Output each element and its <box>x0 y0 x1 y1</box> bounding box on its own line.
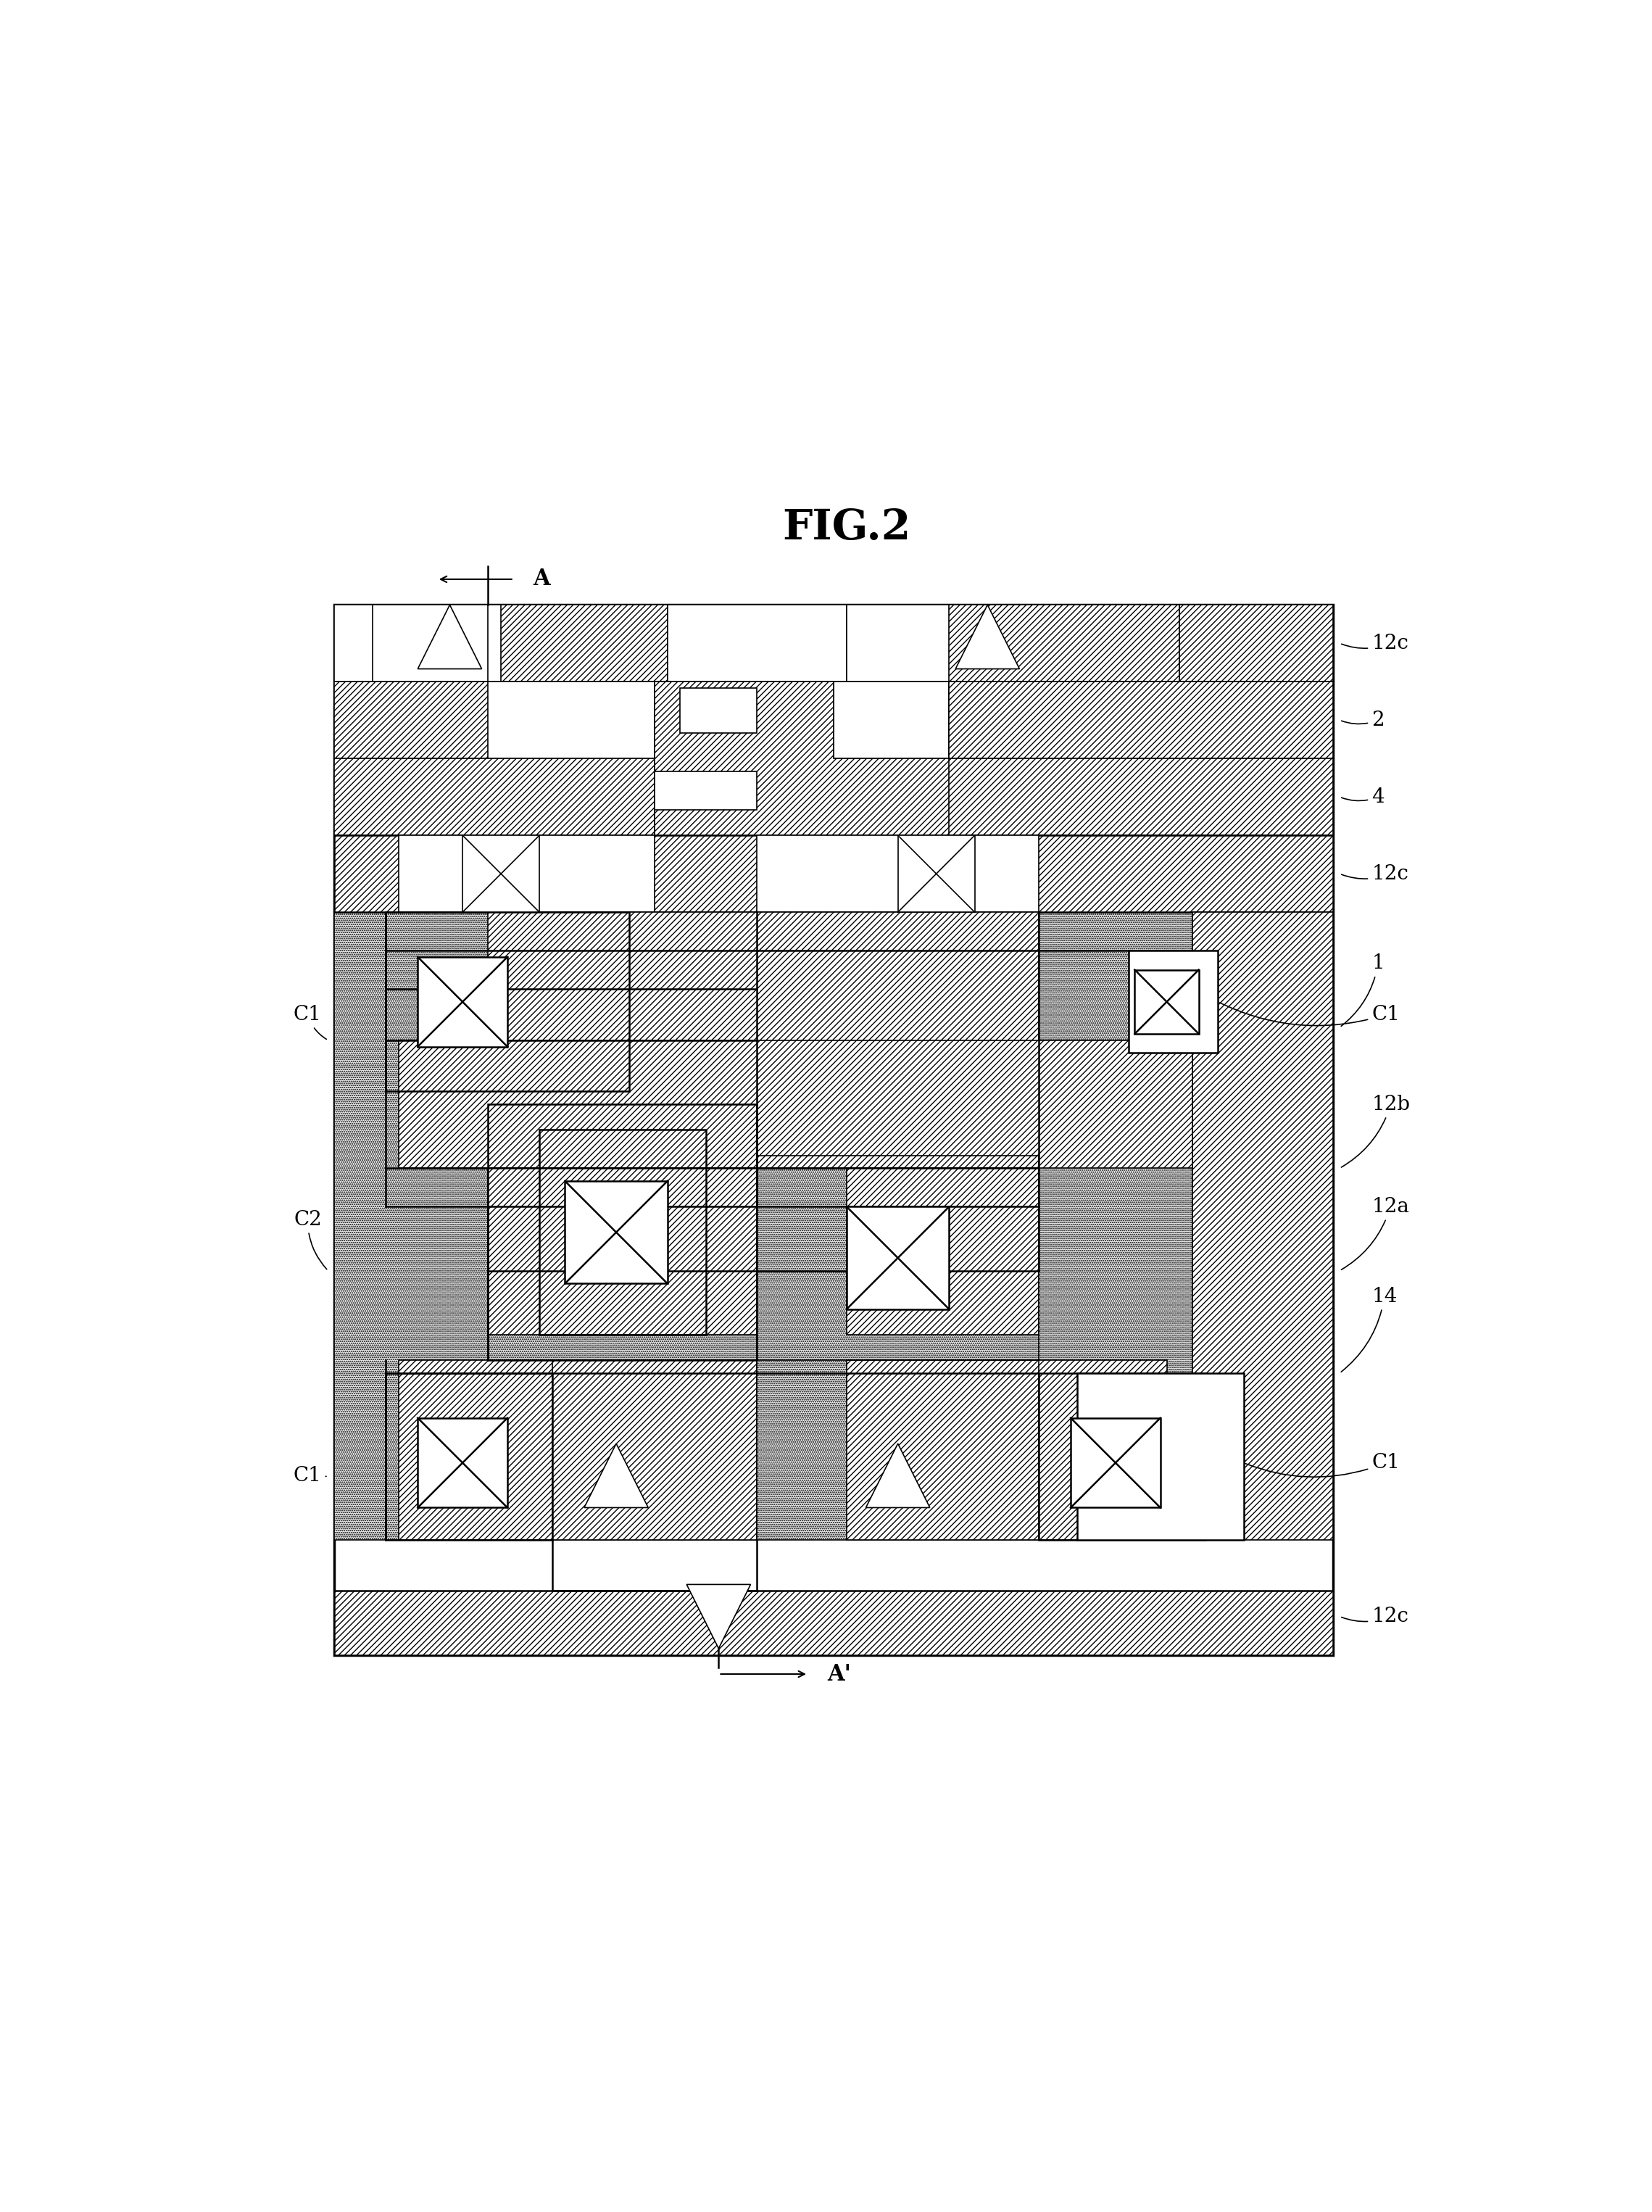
Bar <box>1077 1374 1244 1540</box>
Text: FIG.2: FIG.2 <box>783 509 910 549</box>
Text: C1: C1 <box>1246 1453 1399 1478</box>
Bar <box>373 604 667 681</box>
Bar <box>373 604 489 681</box>
Bar <box>667 604 846 681</box>
Bar <box>757 1155 1039 1360</box>
Text: A: A <box>534 568 550 591</box>
Polygon shape <box>687 1584 750 1648</box>
Bar <box>1070 1418 1160 1509</box>
Bar <box>398 1360 757 1540</box>
Bar <box>846 1208 948 1310</box>
Text: C1: C1 <box>1219 1002 1399 1026</box>
Bar <box>846 604 1180 681</box>
Bar <box>489 1104 757 1360</box>
Text: 12a: 12a <box>1341 1197 1409 1270</box>
Polygon shape <box>866 1444 930 1509</box>
Text: C1: C1 <box>294 1467 325 1486</box>
Polygon shape <box>585 1444 648 1509</box>
Bar <box>398 836 654 911</box>
Bar <box>334 759 654 836</box>
Bar <box>654 681 834 759</box>
Polygon shape <box>654 681 948 836</box>
Bar <box>846 1168 1039 1334</box>
Bar <box>834 681 948 759</box>
Bar <box>489 1168 757 1334</box>
Bar <box>846 604 948 681</box>
Text: A': A' <box>828 1663 851 1686</box>
Bar <box>334 911 1193 1540</box>
Bar <box>334 836 1333 911</box>
Bar <box>489 681 654 759</box>
Text: 1: 1 <box>1341 953 1384 1026</box>
Bar <box>334 604 1333 1655</box>
Bar <box>418 958 507 1046</box>
Bar <box>1128 951 1218 1053</box>
Bar <box>334 1590 1333 1655</box>
Bar <box>398 1040 1193 1168</box>
Bar <box>899 836 975 911</box>
Bar <box>489 911 1039 1053</box>
Bar <box>948 681 1333 759</box>
Polygon shape <box>955 604 1019 668</box>
Text: 12c: 12c <box>1341 633 1409 653</box>
Bar <box>463 836 539 911</box>
Bar <box>846 1360 1166 1540</box>
Text: 2: 2 <box>1341 710 1384 730</box>
Bar <box>1193 911 1333 1540</box>
Bar <box>418 1418 507 1509</box>
Text: 4: 4 <box>1341 787 1384 807</box>
Bar <box>1135 969 1199 1033</box>
Text: 12c: 12c <box>1341 865 1409 883</box>
Bar <box>334 681 616 759</box>
Text: C2: C2 <box>294 1210 327 1270</box>
Text: 14: 14 <box>1341 1287 1398 1371</box>
Bar <box>681 688 757 732</box>
Bar <box>387 1374 552 1540</box>
Text: 12c: 12c <box>1341 1606 1409 1626</box>
Bar <box>1180 604 1333 681</box>
Bar <box>334 604 501 681</box>
Bar <box>1039 1374 1206 1540</box>
Bar <box>539 1130 705 1334</box>
Bar <box>834 759 1333 836</box>
Bar <box>565 1181 667 1283</box>
Bar <box>654 772 757 810</box>
Bar <box>757 836 1039 911</box>
Text: C1: C1 <box>294 1004 327 1040</box>
Bar <box>334 604 1333 681</box>
Bar <box>387 911 629 1091</box>
Text: 12b: 12b <box>1341 1095 1411 1168</box>
Polygon shape <box>418 604 482 668</box>
